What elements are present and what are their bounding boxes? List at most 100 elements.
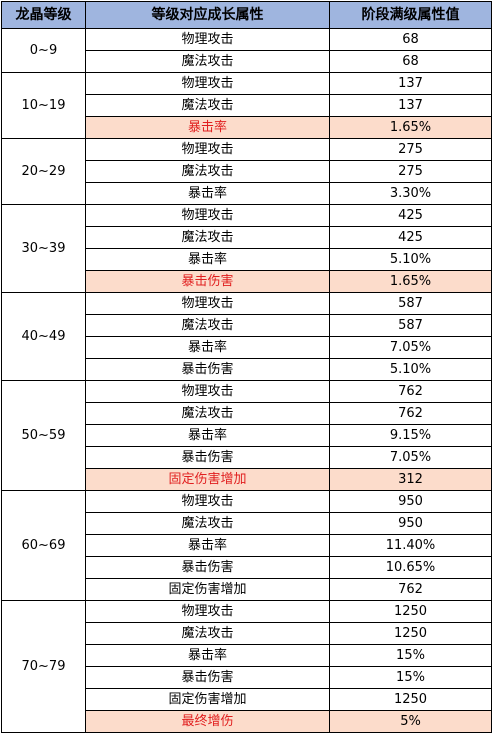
attribute-cell: 固定伤害增加	[85, 578, 330, 601]
table-row: 暴击伤害 15%	[2, 666, 492, 689]
table-row: 60~69 物理攻击 950	[1, 490, 492, 601]
attribute-cell: 暴击伤害	[85, 666, 330, 689]
table-row: 20~29 物理攻击 275	[1, 138, 492, 205]
table-row: 暴击率 7.05%	[2, 336, 492, 359]
value-cell: 1250	[329, 600, 492, 623]
value-cell: 950	[329, 512, 492, 535]
attribute-cell: 固定伤害增加	[85, 688, 330, 711]
value-cell: 15%	[329, 644, 492, 667]
header-max-value: 阶段满级属性值	[329, 1, 492, 29]
table-row: 50~59 物理攻击 762	[1, 380, 492, 491]
header-attribute: 等级对应成长属性	[85, 1, 330, 29]
attribute-cell: 暴击率	[85, 534, 330, 557]
level-range-cell: 70~79	[1, 600, 86, 733]
attribute-cell: 物理攻击	[85, 204, 330, 227]
table-row: 最终增伤 5%	[2, 710, 492, 733]
attribute-cell: 暴击率	[85, 644, 330, 667]
attribute-cell: 物理攻击	[85, 292, 330, 315]
attribute-cell: 物理攻击	[85, 28, 330, 51]
table-row: 暴击率 11.40%	[2, 534, 492, 557]
attribute-cell: 暴击率	[85, 116, 330, 139]
attribute-cell: 暴击率	[85, 182, 330, 205]
value-cell: 68	[329, 50, 492, 73]
table-body: 0~9 物理攻击 68 魔法攻击 68 10~19 物理攻击 137 魔法攻击 137 暴击率 1.6…	[1, 28, 492, 733]
table-row: 魔法攻击 950	[2, 512, 492, 535]
value-cell: 5.10%	[329, 248, 492, 271]
table-row: 魔法攻击 1250	[2, 622, 492, 645]
table-row: 暴击伤害 5.10%	[2, 358, 492, 381]
attribute-cell: 最终增伤	[85, 710, 330, 733]
table-row: 固定伤害增加 1250	[2, 688, 492, 711]
value-cell: 312	[329, 468, 492, 491]
table-row: 魔法攻击 425	[2, 226, 492, 249]
header-row: 龙晶等级 等级对应成长属性 阶段满级属性值	[1, 1, 492, 29]
value-cell: 11.40%	[329, 534, 492, 557]
attribute-cell: 固定伤害增加	[85, 468, 330, 491]
value-cell: 425	[329, 226, 492, 249]
value-cell: 10.65%	[329, 556, 492, 579]
value-cell: 1.65%	[329, 116, 492, 139]
value-cell: 5.10%	[329, 358, 492, 381]
table-row: 固定伤害增加 762	[2, 578, 492, 601]
value-cell: 275	[329, 160, 492, 183]
value-cell: 137	[329, 72, 492, 95]
value-cell: 762	[329, 402, 492, 425]
attribute-cell: 暴击伤害	[85, 556, 330, 579]
attribute-cell: 魔法攻击	[85, 622, 330, 645]
attribute-cell: 暴击伤害	[85, 358, 330, 381]
level-range-cell: 50~59	[1, 380, 86, 491]
value-cell: 7.05%	[329, 336, 492, 359]
value-cell: 762	[329, 380, 492, 403]
table-row: 暴击率 3.30%	[2, 182, 492, 205]
attribute-cell: 魔法攻击	[85, 402, 330, 425]
value-cell: 950	[329, 490, 492, 513]
value-cell: 587	[329, 314, 492, 337]
attribute-cell: 物理攻击	[85, 490, 330, 513]
attribute-cell: 魔法攻击	[85, 50, 330, 73]
value-cell: 1250	[329, 688, 492, 711]
table-row: 40~49 物理攻击 587	[1, 292, 492, 381]
level-range-cell: 20~29	[1, 138, 86, 205]
table-row: 固定伤害增加 312	[2, 468, 492, 491]
attribute-cell: 暴击率	[85, 248, 330, 271]
table-row: 暴击伤害 7.05%	[2, 446, 492, 469]
value-cell: 68	[329, 28, 492, 51]
value-cell: 1.65%	[329, 270, 492, 293]
table-row: 30~39 物理攻击 425	[1, 204, 492, 293]
table-row: 暴击率 1.65%	[2, 116, 492, 139]
attribute-cell: 暴击率	[85, 336, 330, 359]
attribute-cell: 物理攻击	[85, 138, 330, 161]
attribute-cell: 暴击率	[85, 424, 330, 447]
attribute-cell: 物理攻击	[85, 72, 330, 95]
attribute-cell: 魔法攻击	[85, 226, 330, 249]
table-row: 魔法攻击 275	[2, 160, 492, 183]
value-cell: 5%	[329, 710, 492, 733]
table-row: 暴击伤害 1.65%	[2, 270, 492, 293]
level-range-cell: 40~49	[1, 292, 86, 381]
attribute-cell: 魔法攻击	[85, 160, 330, 183]
attribute-cell: 物理攻击	[85, 380, 330, 403]
table-row: 10~19 物理攻击 137	[1, 72, 492, 139]
level-range-cell: 0~9	[1, 28, 86, 73]
header-level: 龙晶等级	[1, 1, 86, 29]
value-cell: 9.15%	[329, 424, 492, 447]
attribute-cell: 魔法攻击	[85, 94, 330, 117]
table-row: 魔法攻击 762	[2, 402, 492, 425]
value-cell: 7.05%	[329, 446, 492, 469]
value-cell: 1250	[329, 622, 492, 645]
attribute-cell: 物理攻击	[85, 600, 330, 623]
attribute-cell: 暴击伤害	[85, 270, 330, 293]
table-row: 70~79 物理攻击 1250	[1, 600, 492, 733]
level-range-cell: 60~69	[1, 490, 86, 601]
attribute-cell: 暴击伤害	[85, 446, 330, 469]
attribute-cell: 魔法攻击	[85, 512, 330, 535]
level-range-cell: 10~19	[1, 72, 86, 139]
attribute-cell: 魔法攻击	[85, 314, 330, 337]
value-cell: 15%	[329, 666, 492, 689]
value-cell: 587	[329, 292, 492, 315]
value-cell: 3.30%	[329, 182, 492, 205]
table-row: 0~9 物理攻击 68	[1, 28, 492, 73]
value-cell: 137	[329, 94, 492, 117]
value-cell: 425	[329, 204, 492, 227]
